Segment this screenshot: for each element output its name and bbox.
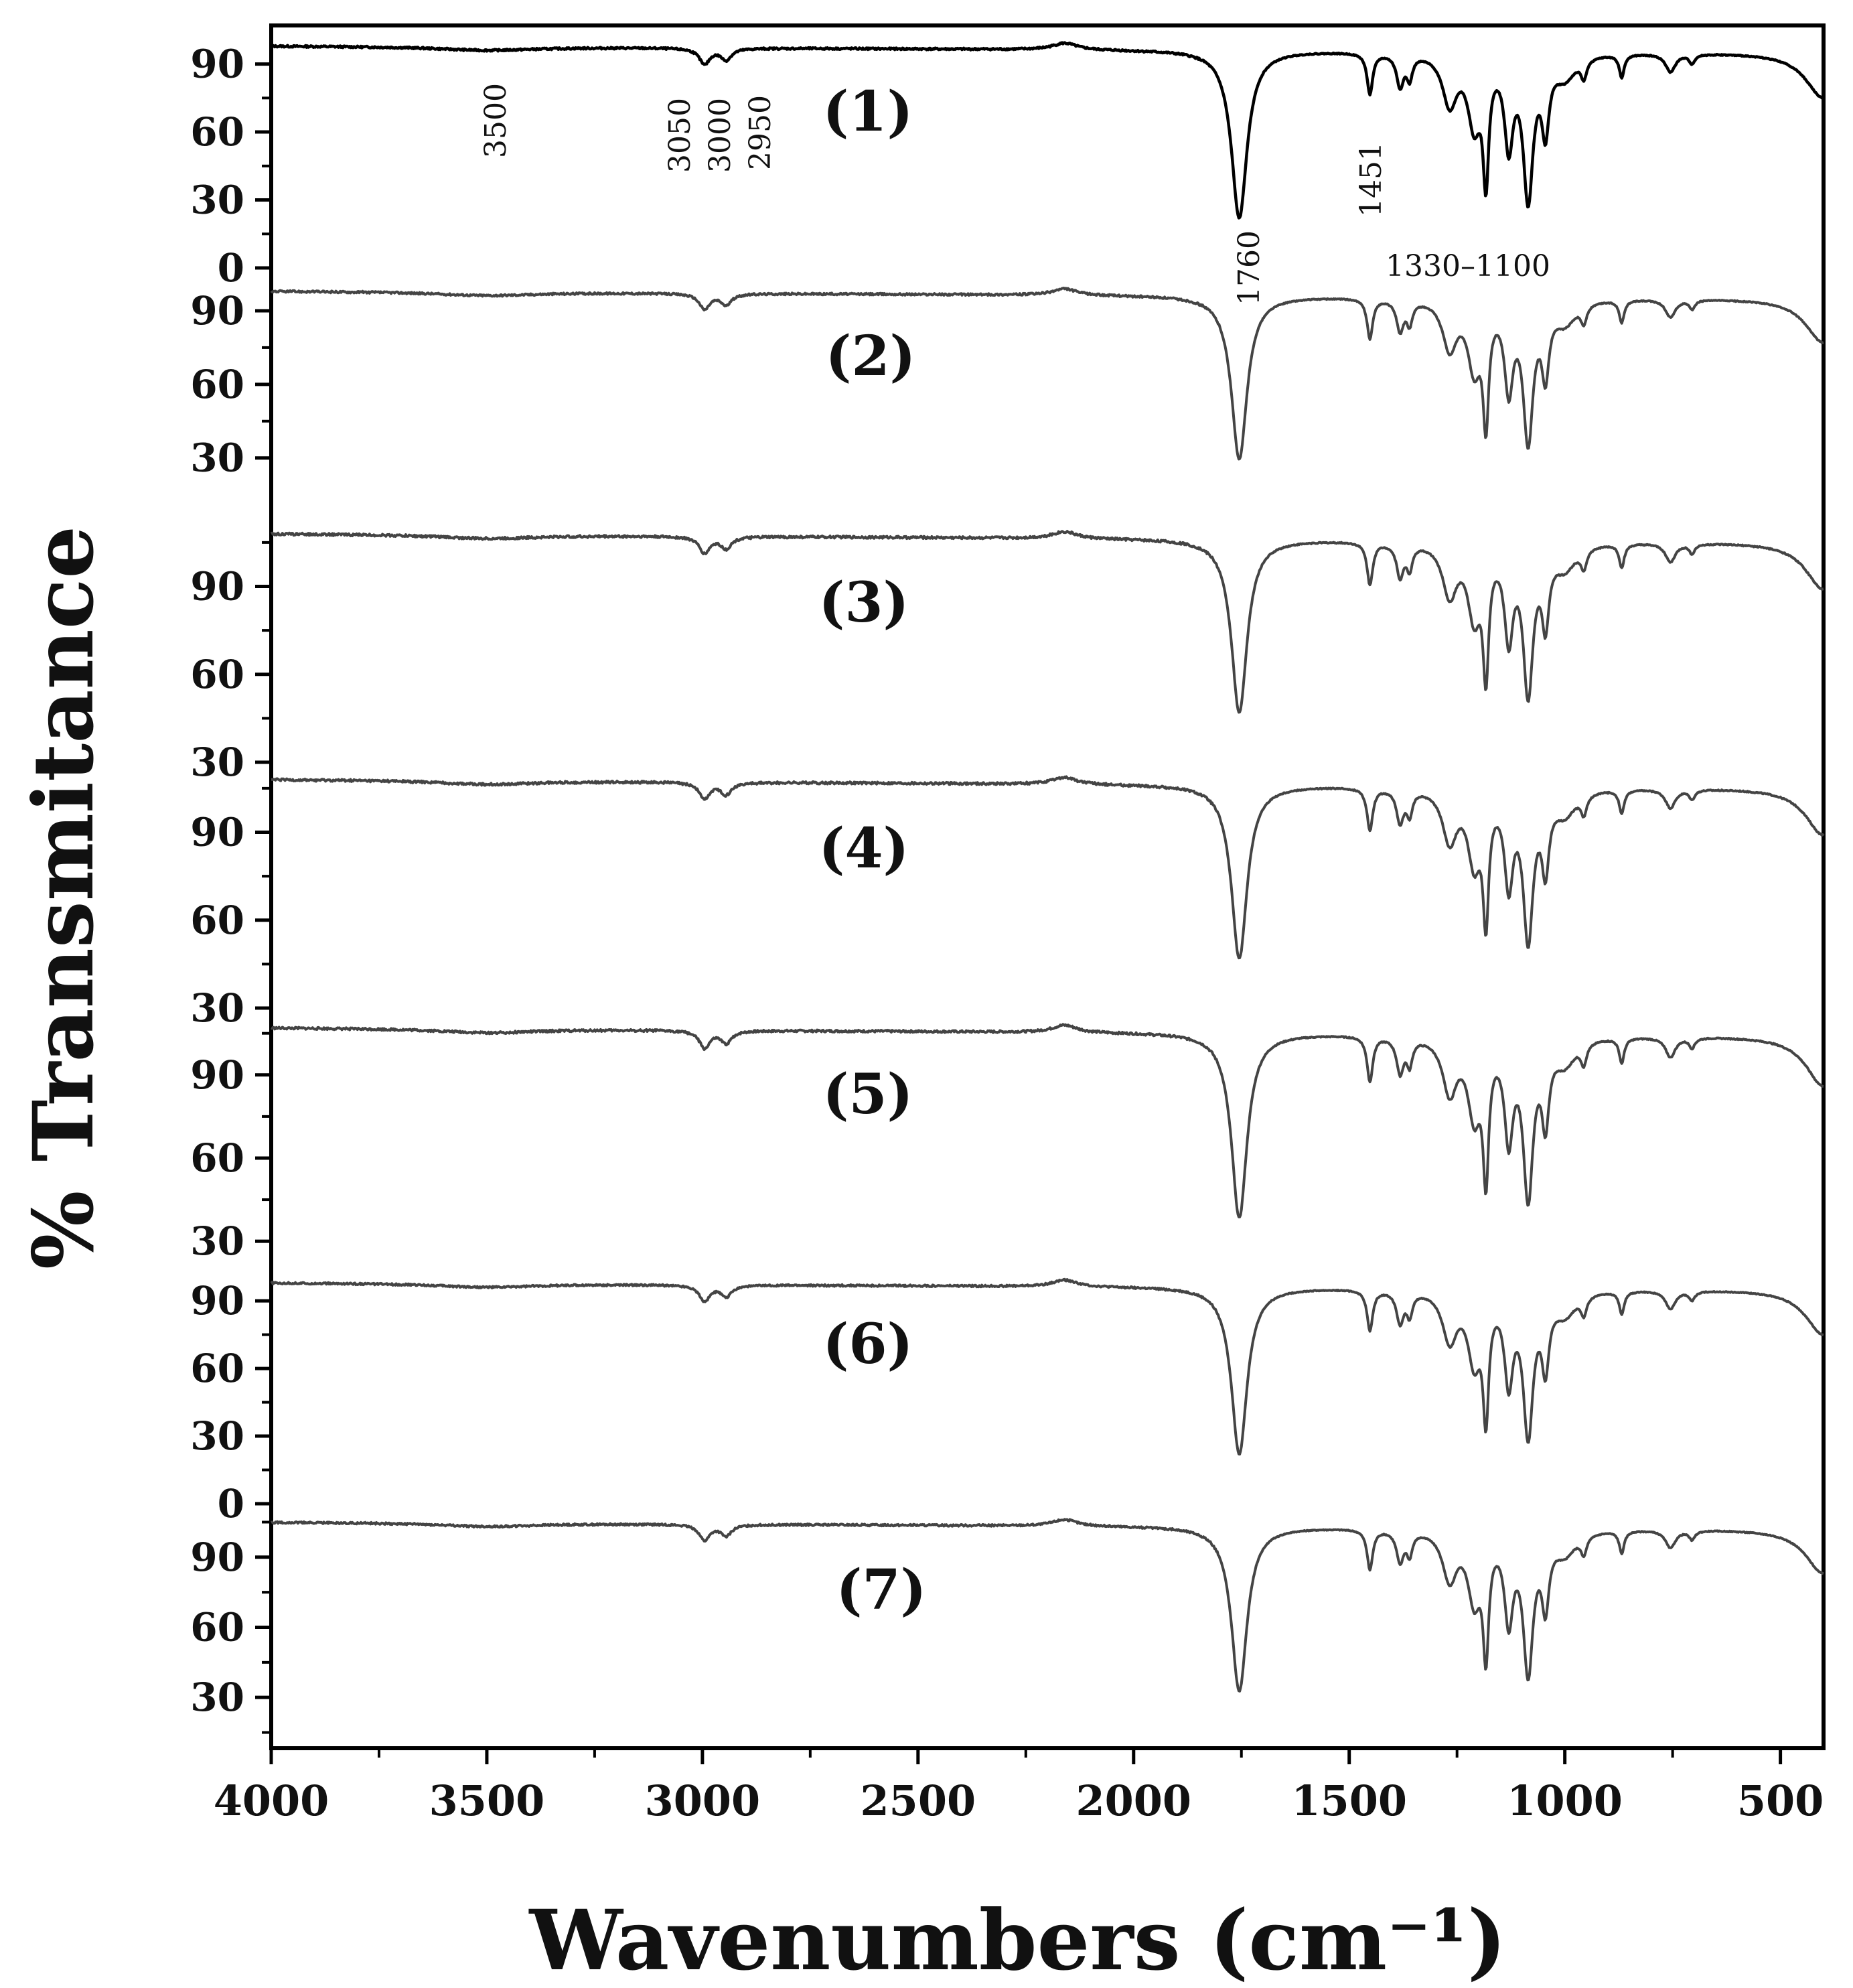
x-tick-label: 4000 <box>214 1776 329 1825</box>
series-label: (5) <box>823 1062 913 1127</box>
x-tick-label: 1500 <box>1291 1776 1407 1825</box>
y-tick-label: 30 <box>190 1218 244 1264</box>
y-tick-label: 60 <box>190 652 244 697</box>
spectrum-line <box>271 41 1825 220</box>
spectrum-line <box>271 1518 1824 1693</box>
peak-label-2950: 2950 <box>743 95 777 170</box>
y-ticks: 0306090306090306090306090306090030609030… <box>190 42 271 1734</box>
y-tick-label: 90 <box>190 810 244 855</box>
y-tick-label: 30 <box>190 739 244 785</box>
y-tick-label: 30 <box>190 1675 244 1720</box>
y-tick-label: 60 <box>190 898 244 943</box>
series-labels: (1) (2) (3) (4) (5) (6) (7) <box>819 80 927 1622</box>
y-tick-label: 60 <box>190 1135 244 1181</box>
y-tick-label: 30 <box>190 1413 244 1459</box>
series-group <box>270 41 1825 1693</box>
series-label: (2) <box>826 324 916 388</box>
x-tick-label: 1000 <box>1507 1776 1623 1825</box>
y-tick-label: 90 <box>190 288 244 334</box>
peak-label-3000: 3000 <box>703 98 737 173</box>
x-tick-label: 3000 <box>645 1776 761 1825</box>
y-tick-label: 30 <box>190 435 244 481</box>
peak-label-1451: 1451 <box>1354 142 1388 217</box>
y-tick-label: 90 <box>190 1535 244 1580</box>
y-axis-title: % Transmitance <box>15 526 113 1269</box>
peak-label-1330-1100: 1330–1100 <box>1386 249 1550 283</box>
y-tick-label: 60 <box>190 362 244 407</box>
y-tick-label: 60 <box>190 1604 244 1650</box>
y-tick-label: 90 <box>190 1278 244 1324</box>
x-tick-label: 2000 <box>1076 1776 1191 1825</box>
y-tick-label: 60 <box>190 109 244 155</box>
x-tick-label: 500 <box>1737 1776 1824 1825</box>
x-ticks: 4000 3500 3000 2500 2000 1500 1000 500 <box>214 1748 1824 1825</box>
x-tick-label: 3500 <box>429 1776 545 1825</box>
y-tick-label: 60 <box>190 1346 244 1391</box>
spectrum-line <box>270 1277 1824 1456</box>
y-tick-label: 30 <box>190 178 244 223</box>
spectrum-line <box>271 775 1825 960</box>
y-tick-label: 90 <box>190 1052 244 1098</box>
spectrum-line <box>270 530 1824 714</box>
spectrum-line <box>270 287 1824 461</box>
x-axis-title: Wavenumbers (cm⁻¹) <box>528 1892 1507 1988</box>
series-label: (6) <box>823 1312 913 1376</box>
series-label: (4) <box>819 816 909 881</box>
series-label: (3) <box>819 571 909 635</box>
peak-label-1760: 1760 <box>1232 230 1266 305</box>
series-label: (7) <box>836 1558 927 1622</box>
x-tick-label: 2500 <box>861 1776 976 1825</box>
peak-label-3050: 3050 <box>663 98 697 173</box>
peak-label-3500: 3500 <box>479 83 513 158</box>
y-tick-label: 0 <box>218 1481 244 1526</box>
series-label: (1) <box>823 80 913 144</box>
y-tick-label: 90 <box>190 564 244 610</box>
spectrum-line <box>271 1023 1824 1218</box>
y-tick-label: 90 <box>190 42 244 87</box>
y-tick-label: 0 <box>218 245 244 291</box>
y-tick-label: 30 <box>190 985 244 1031</box>
plot-frame <box>269 23 1826 1750</box>
